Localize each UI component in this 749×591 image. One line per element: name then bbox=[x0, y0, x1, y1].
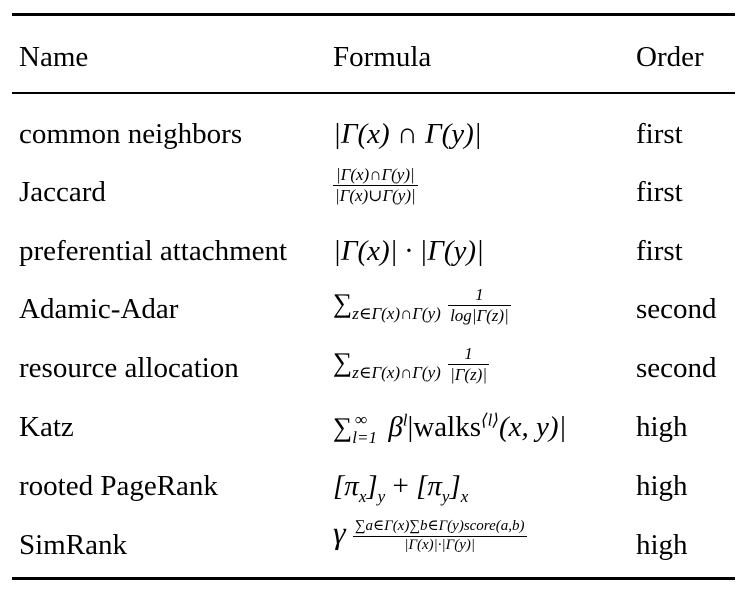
fraction-denominator: |Γ(x)∪Γ(y)| bbox=[335, 185, 416, 205]
katz-walks: |walks bbox=[407, 411, 481, 443]
row-name: Adamic-Adar bbox=[19, 293, 179, 325]
top-rule bbox=[12, 13, 735, 16]
sum-subscript: l=1 bbox=[352, 427, 377, 447]
row-name: Jaccard bbox=[19, 176, 106, 208]
row-order: second bbox=[636, 352, 717, 384]
row-order: high bbox=[636, 529, 688, 561]
pagerank-term-b-outer-sub: x bbox=[460, 486, 469, 506]
row-order: first bbox=[636, 235, 683, 267]
row-formula: ∑z∈Γ(x)∩Γ(y) 1 log|Γ(z)| bbox=[333, 286, 511, 325]
header-rule bbox=[12, 92, 735, 94]
fraction-numerator: |Γ(x)∩Γ(y)| bbox=[333, 166, 418, 186]
sum-symbol: ∑ bbox=[333, 288, 353, 318]
bottom-rule bbox=[12, 577, 735, 580]
sum-subscript: z∈Γ(x)∩Γ(y) bbox=[352, 303, 441, 323]
row-formula: [πx]y + [πy]x bbox=[333, 469, 469, 506]
row-order: first bbox=[636, 176, 683, 208]
sum-superscript: ∞ bbox=[354, 410, 368, 430]
row-formula: |Γ(x) ∩ Γ(y)| bbox=[333, 118, 482, 150]
row-formula: |Γ(x)| · |Γ(y)| bbox=[333, 235, 485, 267]
pagerank-term-b-inner-sub: y bbox=[441, 486, 450, 506]
katz-walks-args: (x, y)| bbox=[498, 411, 567, 443]
row-name: Katz bbox=[19, 411, 74, 443]
pagerank-plus: + bbox=[385, 470, 417, 502]
sum-subscript: z∈Γ(x)∩Γ(y) bbox=[352, 362, 441, 382]
fraction-denominator: |Γ(x)|·|Γ(y)| bbox=[404, 536, 475, 553]
formula-fraction: 1 |Γ(z)| bbox=[448, 345, 490, 384]
katz-walks-exponent: ⟨l⟩ bbox=[480, 410, 499, 430]
row-name: common neighbors bbox=[19, 118, 243, 150]
fraction-denominator: log|Γ(z)| bbox=[450, 305, 509, 325]
pagerank-term-b: [π bbox=[416, 470, 442, 502]
katz-beta-exponent: l bbox=[402, 410, 408, 430]
formula-fraction: 1 log|Γ(z)| bbox=[448, 286, 511, 325]
formula-fraction: |Γ(x)∩Γ(y)| |Γ(x)∪Γ(y)| bbox=[333, 166, 418, 205]
simrank-gamma: γ bbox=[333, 514, 346, 550]
fraction-denominator: |Γ(z)| bbox=[450, 364, 488, 384]
pagerank-term-a-inner-sub: x bbox=[358, 486, 367, 506]
header-order: Order bbox=[636, 41, 704, 73]
row-order: second bbox=[636, 293, 717, 325]
fraction-numerator: 1 bbox=[448, 345, 490, 365]
pagerank-term-a: [π bbox=[333, 470, 359, 502]
row-name: SimRank bbox=[19, 529, 127, 561]
fraction-numerator: 1 bbox=[448, 286, 511, 306]
row-order: high bbox=[636, 411, 688, 443]
pagerank-term-a-outer-sub: y bbox=[377, 486, 386, 506]
row-name: rooted PageRank bbox=[19, 470, 218, 502]
header-formula: Formula bbox=[333, 41, 432, 73]
row-formula: |Γ(x)∩Γ(y)| |Γ(x)∪Γ(y)| bbox=[333, 166, 418, 205]
sum-symbol: ∑ bbox=[333, 412, 353, 442]
pagerank-term-b-close: ] bbox=[449, 470, 461, 502]
row-order: first bbox=[636, 118, 683, 150]
row-formula: ∑z∈Γ(x)∩Γ(y) 1 |Γ(z)| bbox=[333, 345, 490, 384]
header-name: Name bbox=[19, 41, 89, 73]
row-order: high bbox=[636, 470, 688, 502]
row-formula: ∑l=1∞ βl|walks⟨l⟩(x, y)| bbox=[333, 410, 567, 447]
pagerank-term-a-close: ] bbox=[366, 470, 378, 502]
katz-beta: β bbox=[388, 411, 403, 443]
sum-symbol: ∑ bbox=[333, 347, 353, 377]
row-name: resource allocation bbox=[19, 352, 239, 384]
row-name: preferential attachment bbox=[19, 235, 288, 267]
row-formula: γ ∑a∈Γ(x)∑b∈Γ(y)score(a,b) |Γ(x)|·|Γ(y)| bbox=[333, 515, 527, 554]
formula-fraction: ∑a∈Γ(x)∑b∈Γ(y)score(a,b) |Γ(x)|·|Γ(y)| bbox=[352, 518, 527, 554]
fraction-numerator: ∑a∈Γ(x)∑b∈Γ(y)score(a,b) bbox=[352, 518, 527, 537]
